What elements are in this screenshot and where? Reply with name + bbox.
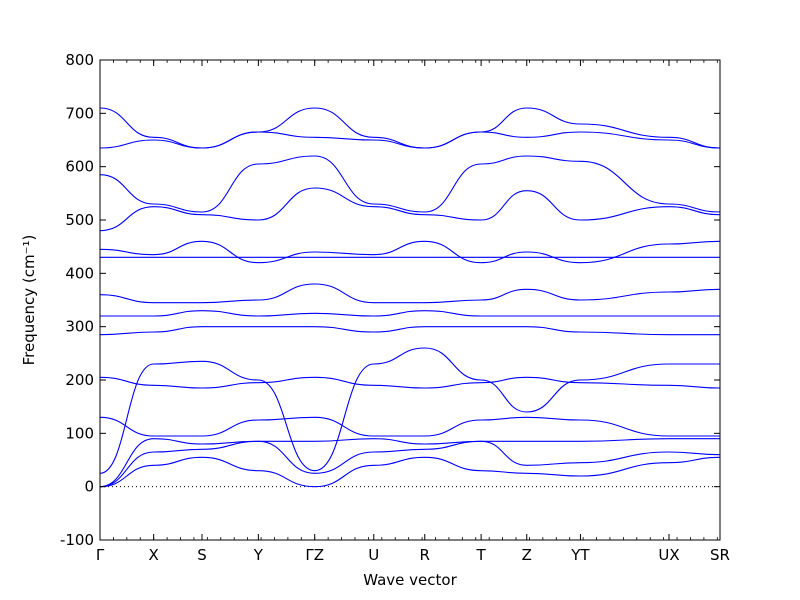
band-line-3 — [99, 438, 720, 488]
band-line-4 — [99, 416, 720, 437]
y-tick-label: 0 — [84, 478, 94, 496]
band-line-15 — [99, 107, 721, 149]
band-line-7 — [99, 326, 720, 336]
k-point-label: Z — [522, 546, 532, 564]
k-point-label: X — [149, 546, 159, 564]
k-point-label: ΓZ — [305, 546, 324, 564]
plot-area — [99, 59, 721, 541]
y-tick-label: 700 — [65, 104, 94, 122]
k-point-label: Γ — [96, 546, 105, 564]
band-line-2 — [99, 440, 721, 488]
y-tick-label: 600 — [65, 158, 94, 176]
x-axis-label: Wave vector — [363, 571, 457, 589]
band-line-5 — [99, 376, 721, 389]
k-point-label: R — [420, 546, 430, 564]
band-line-6 — [99, 347, 721, 474]
band-line-14 — [99, 131, 721, 149]
k-point-label: U — [368, 546, 379, 564]
band-line-9 — [99, 283, 721, 304]
band-line-1 — [99, 456, 721, 488]
y-tick-label: 800 — [65, 51, 94, 69]
k-point-label: T — [476, 546, 487, 564]
band-line-12 — [99, 187, 721, 232]
band-line-8 — [99, 310, 720, 317]
k-point-label: SR — [710, 546, 730, 564]
y-tick-label: 300 — [65, 318, 94, 336]
y-tick-label: 500 — [65, 211, 94, 229]
k-point-label: S — [197, 546, 207, 564]
y-tick-label: 200 — [65, 371, 94, 389]
plot-frame — [99, 59, 721, 541]
y-axis: -100 0 100 200 300 400 500 600 700 800 — [60, 51, 720, 549]
k-point-label: YT — [570, 546, 590, 564]
k-point-label: UX — [658, 546, 679, 564]
band-line-13 — [99, 155, 721, 213]
y-axis-label: Frequency (cm⁻¹) — [20, 235, 38, 366]
y-tick-label: -100 — [60, 531, 94, 549]
band-line-11 — [99, 240, 721, 264]
y-tick-label: 400 — [65, 264, 94, 282]
k-point-label: Y — [253, 546, 264, 564]
x-axis: Γ X S Y ΓZ U R T Z YT UX SR — [96, 60, 730, 564]
y-tick-label: 100 — [65, 424, 94, 442]
